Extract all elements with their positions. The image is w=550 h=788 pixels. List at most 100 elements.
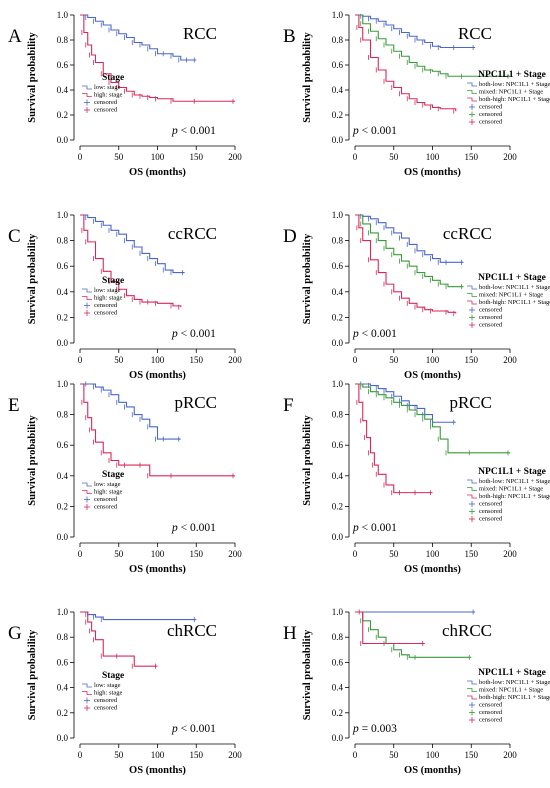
survival-curve <box>355 214 457 314</box>
y-tick-label: 0.2 <box>332 708 343 718</box>
x-tick-label: 150 <box>190 152 204 162</box>
survival-curve <box>355 14 476 49</box>
legend-label: censored <box>479 322 503 329</box>
legend-line <box>467 494 477 499</box>
x-axis-label: OS (months) <box>404 765 461 776</box>
x-axis-label: OS (months) <box>404 167 461 178</box>
y-tick-label: 0.6 <box>57 60 69 70</box>
legend-line <box>82 691 92 695</box>
x-tick-label: 200 <box>503 152 517 162</box>
legend-label: censored <box>479 508 503 515</box>
y-tick-label: 0.4 <box>57 683 69 693</box>
survival-curve <box>80 14 197 61</box>
x-tick-label: 50 <box>114 152 124 162</box>
panel-letter: F <box>283 395 294 416</box>
legend-label: mixed: NPC1L1 + Stage <box>479 292 543 299</box>
x-tick-label: 200 <box>228 152 242 162</box>
x-tick-label: 100 <box>426 152 440 162</box>
legend-title: NPC1L1 + Stage <box>478 273 546 283</box>
legend-line <box>82 288 92 293</box>
p-value: p < 0.001 <box>352 522 397 534</box>
legend-label: both-low: NPC1L1 + Stage <box>479 679 550 686</box>
x-tick-label: 50 <box>389 355 399 365</box>
panel-title: chRCC <box>442 621 492 640</box>
legend-label: high: stage <box>94 690 122 697</box>
x-axis-label: OS (months) <box>404 564 461 575</box>
y-tick-label: 0.4 <box>332 287 344 297</box>
panel-letter: E <box>8 395 20 416</box>
legend-title: NPC1L1 + Stage <box>478 668 546 678</box>
legend-label: low: stage <box>94 682 121 689</box>
legend-label: both-low: NPC1L1 + Stage <box>479 284 550 291</box>
y-axis-label: Survival probability <box>27 233 38 324</box>
x-tick-label: 0 <box>353 355 358 365</box>
x-tick-label: 200 <box>228 355 242 365</box>
y-tick-label: 0.0 <box>332 733 344 743</box>
panel-letter: D <box>283 226 297 247</box>
legend-label: censored <box>94 504 118 511</box>
survival-curve <box>355 383 456 423</box>
y-tick-label: 1.0 <box>57 10 69 20</box>
p-value: p < 0.001 <box>171 522 216 534</box>
legend-line <box>82 93 92 97</box>
y-tick-label: 0.8 <box>57 35 69 45</box>
legend-line <box>82 490 92 494</box>
x-tick-label: 50 <box>114 549 124 559</box>
survival-curve <box>355 214 464 263</box>
legend-label: low: stage <box>94 84 121 91</box>
legend-label: censored <box>479 314 503 321</box>
x-axis-label: OS (months) <box>129 167 186 178</box>
legend-label: both-high: NPC1L1 + Stage <box>479 96 550 103</box>
legend-line <box>82 85 92 90</box>
x-tick-label: 100 <box>151 152 165 162</box>
legend-label: high: stage <box>94 489 122 496</box>
p-value: p < 0.001 <box>352 328 397 340</box>
x-tick-label: 50 <box>389 549 399 559</box>
legend-label: censored <box>94 496 118 503</box>
x-tick-label: 150 <box>190 549 204 559</box>
legend-label: censored <box>479 119 503 126</box>
legend-title: Stage <box>102 73 124 83</box>
legend-line <box>467 90 477 94</box>
y-tick-label: 0.6 <box>332 440 344 450</box>
x-axis-label: OS (months) <box>129 564 186 575</box>
y-tick-label: 0.4 <box>332 683 344 693</box>
y-tick-label: 1.0 <box>332 607 344 617</box>
x-axis-label: OS (months) <box>404 370 461 381</box>
x-tick-label: 150 <box>465 152 479 162</box>
x-tick-label: 0 <box>78 152 83 162</box>
p-value: p < 0.001 <box>352 125 397 137</box>
y-tick-label: 0.0 <box>57 338 69 348</box>
panel-title: pRCC <box>174 393 217 412</box>
x-tick-label: 0 <box>353 152 358 162</box>
x-tick-label: 200 <box>228 750 242 760</box>
panel-c: C 0.0 0.2 0.4 0.6 0.8 1.0 0 50 100 150 200 OS (month… <box>8 210 242 381</box>
y-tick-label: 1.0 <box>332 210 344 220</box>
panel-d: D 0.0 0.2 0.4 0.6 0.8 1.0 0 50 100 150 200 OS (month… <box>283 210 550 381</box>
p-value: p < 0.001 <box>171 723 216 735</box>
x-tick-label: 150 <box>465 355 479 365</box>
survival-curve <box>80 214 182 308</box>
panel-letter: A <box>8 26 22 47</box>
y-tick-label: 0.8 <box>57 236 69 246</box>
x-tick-label: 200 <box>228 549 242 559</box>
y-tick-label: 1.0 <box>57 379 69 389</box>
legend-label: both-high: NPC1L1 + Stage <box>479 694 550 701</box>
x-tick-label: 150 <box>465 750 479 760</box>
legend-line <box>467 293 477 297</box>
y-tick-label: 0.8 <box>332 632 344 642</box>
panel-a: A 0.0 0.2 0.4 0.6 0.8 1.0 0 50 100 150 200 OS (month… <box>8 10 242 178</box>
y-tick-label: 0.6 <box>332 60 344 70</box>
y-tick-label: 0.4 <box>332 471 344 481</box>
legend-label: censored <box>479 111 503 118</box>
survival-curve <box>355 214 464 288</box>
x-axis-label: OS (months) <box>129 370 186 381</box>
x-tick-label: 100 <box>426 750 440 760</box>
x-tick-label: 50 <box>389 152 399 162</box>
y-tick-label: 0.6 <box>57 657 69 667</box>
x-tick-label: 0 <box>353 750 358 760</box>
legend-label: censored <box>479 307 503 314</box>
legend-label: mixed: NPC1L1 + Stage <box>479 486 543 493</box>
y-tick-label: 0.4 <box>332 85 344 95</box>
y-tick-label: 0.6 <box>332 657 344 667</box>
